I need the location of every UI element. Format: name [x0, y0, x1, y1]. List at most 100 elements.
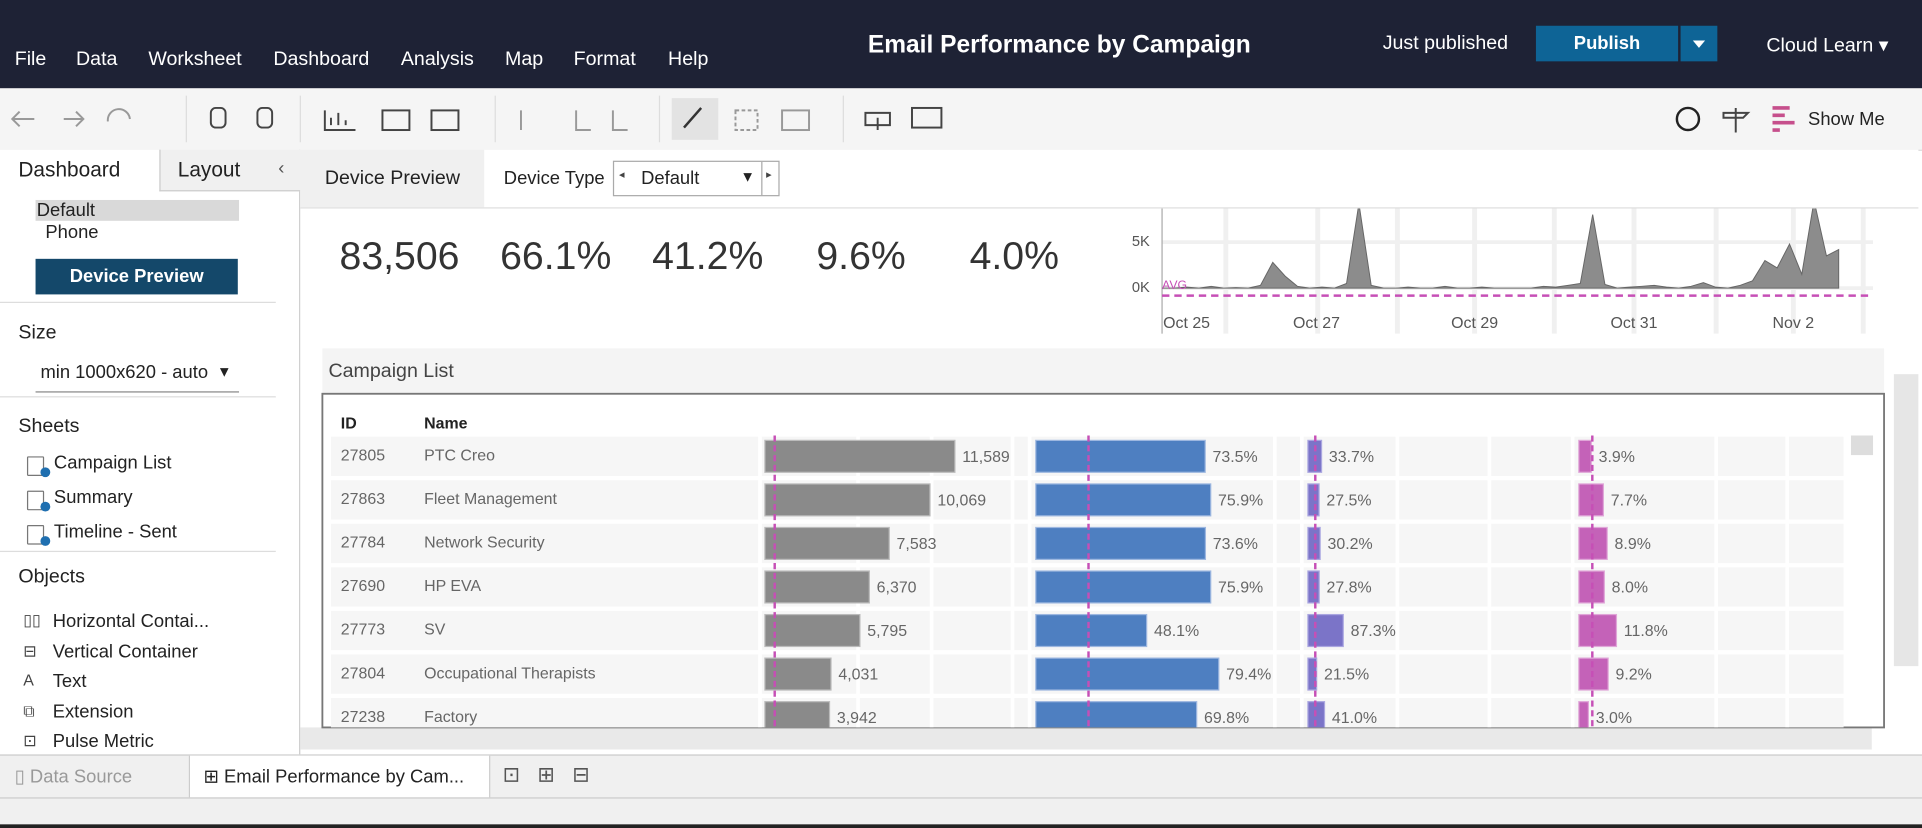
- object-item[interactable]: Vertical Container: [52, 640, 198, 662]
- object-item[interactable]: Horizontal Contai...: [52, 610, 210, 632]
- collapse[interactable]: ‹: [278, 158, 285, 180]
- sheet-item[interactable]: Timeline - Sent: [53, 521, 177, 543]
- bar-label: 75.9%: [1218, 579, 1263, 596]
- bar: [1307, 483, 1320, 517]
- bar: [1578, 439, 1592, 473]
- bar: [1035, 483, 1212, 517]
- sheet-badge: [40, 501, 51, 512]
- heading: Size: [18, 322, 57, 344]
- bar-label: 69.8%: [1204, 710, 1249, 727]
- sheet-item[interactable]: Campaign List: [53, 452, 172, 474]
- scrollbar: [1893, 374, 1919, 667]
- divider: [761, 161, 763, 196]
- menu-item[interactable]: Format: [573, 49, 636, 70]
- cell-id: 27690: [341, 578, 385, 595]
- bar-label: 10,069: [937, 492, 986, 509]
- tab[interactable]: Dashboard: [18, 158, 121, 182]
- device-type-value: Default: [641, 168, 700, 189]
- menu-item[interactable]: Dashboard: [273, 49, 370, 70]
- bar-label: 9.2%: [1616, 666, 1652, 683]
- bar: [1035, 526, 1207, 560]
- device[interactable]: Default: [36, 199, 96, 221]
- caret: ▼: [740, 168, 755, 186]
- device[interactable]: Phone: [45, 222, 99, 243]
- cell-id: 27804: [341, 665, 385, 682]
- bar-label: 21.5%: [1324, 666, 1369, 683]
- bar-label: 75.9%: [1218, 492, 1263, 509]
- publish-dropdown[interactable]: [1680, 25, 1718, 62]
- bar-label: 33.7%: [1329, 449, 1374, 466]
- cell-id: 27863: [341, 491, 385, 508]
- timeline-area: [1162, 208, 1840, 289]
- cell-id: 27805: [341, 448, 385, 465]
- object-item[interactable]: Extension: [52, 701, 134, 722]
- bar: [1035, 701, 1198, 728]
- menu-item[interactable]: Help: [668, 49, 709, 70]
- sheet-item[interactable]: Summary: [53, 486, 133, 508]
- menu-item[interactable]: File: [14, 49, 47, 70]
- heading: Objects: [18, 566, 85, 588]
- device-preview-button[interactable]: Device Preview: [35, 258, 238, 295]
- object-icon: ⧉: [23, 701, 35, 720]
- device-bar: Device Preview Device Type Default ◂ ▼ ▸: [300, 149, 1919, 209]
- toolbar-icons: [10, 95, 1795, 143]
- y-tick-label: 5K: [1132, 234, 1150, 250]
- cell-id: 27773: [341, 622, 385, 639]
- bar: [1307, 613, 1344, 648]
- col-header: ID: [341, 416, 357, 433]
- cell-name: PTC Creo: [424, 448, 495, 465]
- cell-name: Fleet Management: [424, 491, 557, 508]
- bar-label: 30.2%: [1327, 536, 1372, 553]
- sheet-tab[interactable]: ⊞ Email Performance by Cam...: [203, 766, 465, 788]
- device-type-select[interactable]: Default ◂ ▼ ▸: [612, 160, 780, 197]
- bar: [764, 483, 931, 517]
- menu-item[interactable]: Data: [75, 49, 118, 70]
- cell-name: SV: [424, 622, 446, 639]
- bar: [764, 613, 861, 648]
- device-preview-tab: [300, 149, 485, 208]
- sheet-icon: [26, 525, 45, 545]
- object-icon: ▯▯: [23, 610, 41, 630]
- bar-label: 4,031: [838, 666, 878, 683]
- cell-name: Factory: [424, 709, 477, 726]
- bar: [1035, 439, 1206, 473]
- bar-label: 27.8%: [1327, 579, 1372, 596]
- bar-label: 5,795: [867, 623, 907, 640]
- h-scrollbar: [300, 727, 1872, 750]
- menu-item[interactable]: Map: [505, 49, 544, 70]
- user-name: Cloud Learn: [1766, 35, 1874, 57]
- sheet-icon: [26, 456, 45, 476]
- sheet-badge: [40, 467, 51, 478]
- show-me[interactable]: Show Me: [1808, 109, 1885, 131]
- bar-label: 3,942: [837, 710, 877, 727]
- panel-title: Campaign List: [329, 360, 455, 382]
- data-source-tab[interactable]: ▯ Data Source: [14, 766, 133, 788]
- object-item[interactable]: Text: [52, 671, 87, 692]
- bar-label: 3.0%: [1596, 710, 1632, 727]
- cell-id: 27238: [341, 709, 385, 726]
- menu-item[interactable]: Worksheet: [148, 49, 242, 70]
- user-menu[interactable]: Cloud Learn ▾: [1766, 35, 1889, 57]
- device-type-label: Device Type: [503, 168, 605, 189]
- bar-label: 79.4%: [1226, 666, 1271, 683]
- object-icon: ⊟: [23, 640, 37, 660]
- bar: [1307, 570, 1320, 604]
- tab[interactable]: Layout: [177, 158, 241, 182]
- menu-item[interactable]: Analysis: [400, 49, 474, 70]
- x-tick-label: Oct 31: [1611, 315, 1658, 332]
- size-select[interactable]: min 1000x620 - auto: [40, 361, 209, 383]
- new-sheet-icons[interactable]: ⊡ ⊞ ⊟: [502, 763, 590, 787]
- sheet-badge: [40, 536, 51, 546]
- cell-name: Occupational Therapists: [424, 665, 596, 682]
- object-icon: ⊡: [23, 731, 37, 750]
- object-item[interactable]: Pulse Metric: [52, 731, 154, 752]
- bar-label: 27.5%: [1326, 492, 1371, 509]
- sheet-tabs: ▯ Data Source ⊞ Email Performance by Cam…: [0, 754, 1922, 799]
- x-tick-label: Oct 29: [1451, 315, 1498, 332]
- x-tick-label: Oct 27: [1293, 315, 1340, 332]
- publish-button[interactable]: Publish: [1535, 25, 1679, 62]
- campaign-title-bar: [322, 348, 1885, 394]
